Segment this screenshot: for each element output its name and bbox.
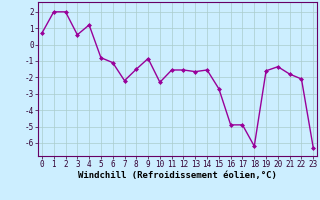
X-axis label: Windchill (Refroidissement éolien,°C): Windchill (Refroidissement éolien,°C)	[78, 171, 277, 180]
